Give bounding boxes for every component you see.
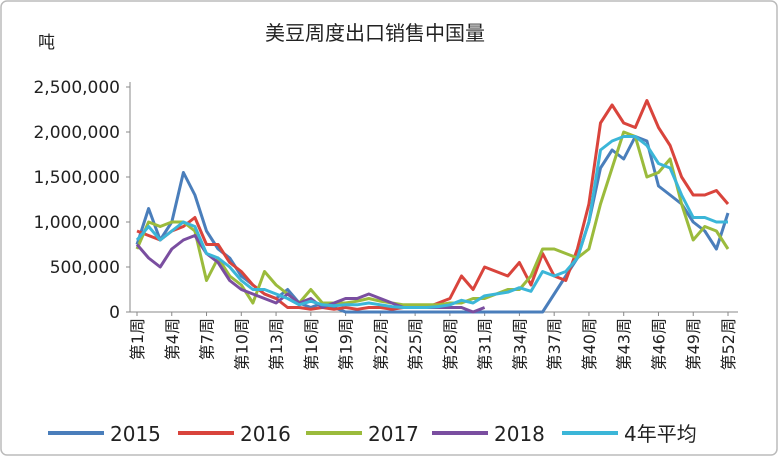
y-tick-label: 1,000,000 (33, 213, 120, 233)
x-tick-label: 第40周 (580, 318, 599, 370)
legend-label: 2017 (368, 422, 419, 446)
x-tick-label: 第31周 (476, 318, 495, 370)
x-tick-label: 第34周 (510, 318, 529, 370)
y-tick-label: 1,500,000 (33, 168, 120, 188)
series-line (135, 130, 730, 307)
y-tick-label: 2,500,000 (33, 78, 120, 98)
x-tick-label: 第52周 (719, 318, 738, 370)
x-tick-label: 第13周 (267, 318, 286, 370)
x-tick-label: 第37周 (545, 318, 564, 370)
x-tick-label: 第7周 (198, 318, 217, 360)
x-tick-label: 第1周 (128, 318, 147, 360)
x-tick-label: 第46周 (649, 318, 668, 370)
x-tick-label: 第28周 (441, 318, 460, 370)
x-tick-label: 第25周 (406, 318, 425, 370)
chart-title: 美豆周度出口销售中国量 (265, 21, 485, 45)
series-line (135, 135, 728, 309)
y-tick-label: 0 (109, 303, 120, 323)
x-tick-label: 第22周 (371, 318, 390, 370)
x-tick-label: 第4周 (163, 318, 182, 360)
legend-label: 2015 (110, 422, 161, 446)
x-tick-label: 第19周 (337, 318, 356, 370)
x-tick-label: 第49周 (684, 318, 703, 370)
legend-label: 4年平均 (624, 422, 697, 446)
x-tick-label: 第16周 (302, 318, 321, 370)
legend-label: 2018 (494, 422, 545, 446)
y-tick-label: 2,000,000 (33, 123, 120, 143)
x-tick-label: 第10周 (232, 318, 251, 370)
y-axis-label: 吨 (38, 33, 55, 53)
legend-label: 2016 (240, 422, 291, 446)
y-tick-label: 500,000 (50, 258, 120, 278)
x-tick-label: 第43周 (615, 318, 634, 370)
